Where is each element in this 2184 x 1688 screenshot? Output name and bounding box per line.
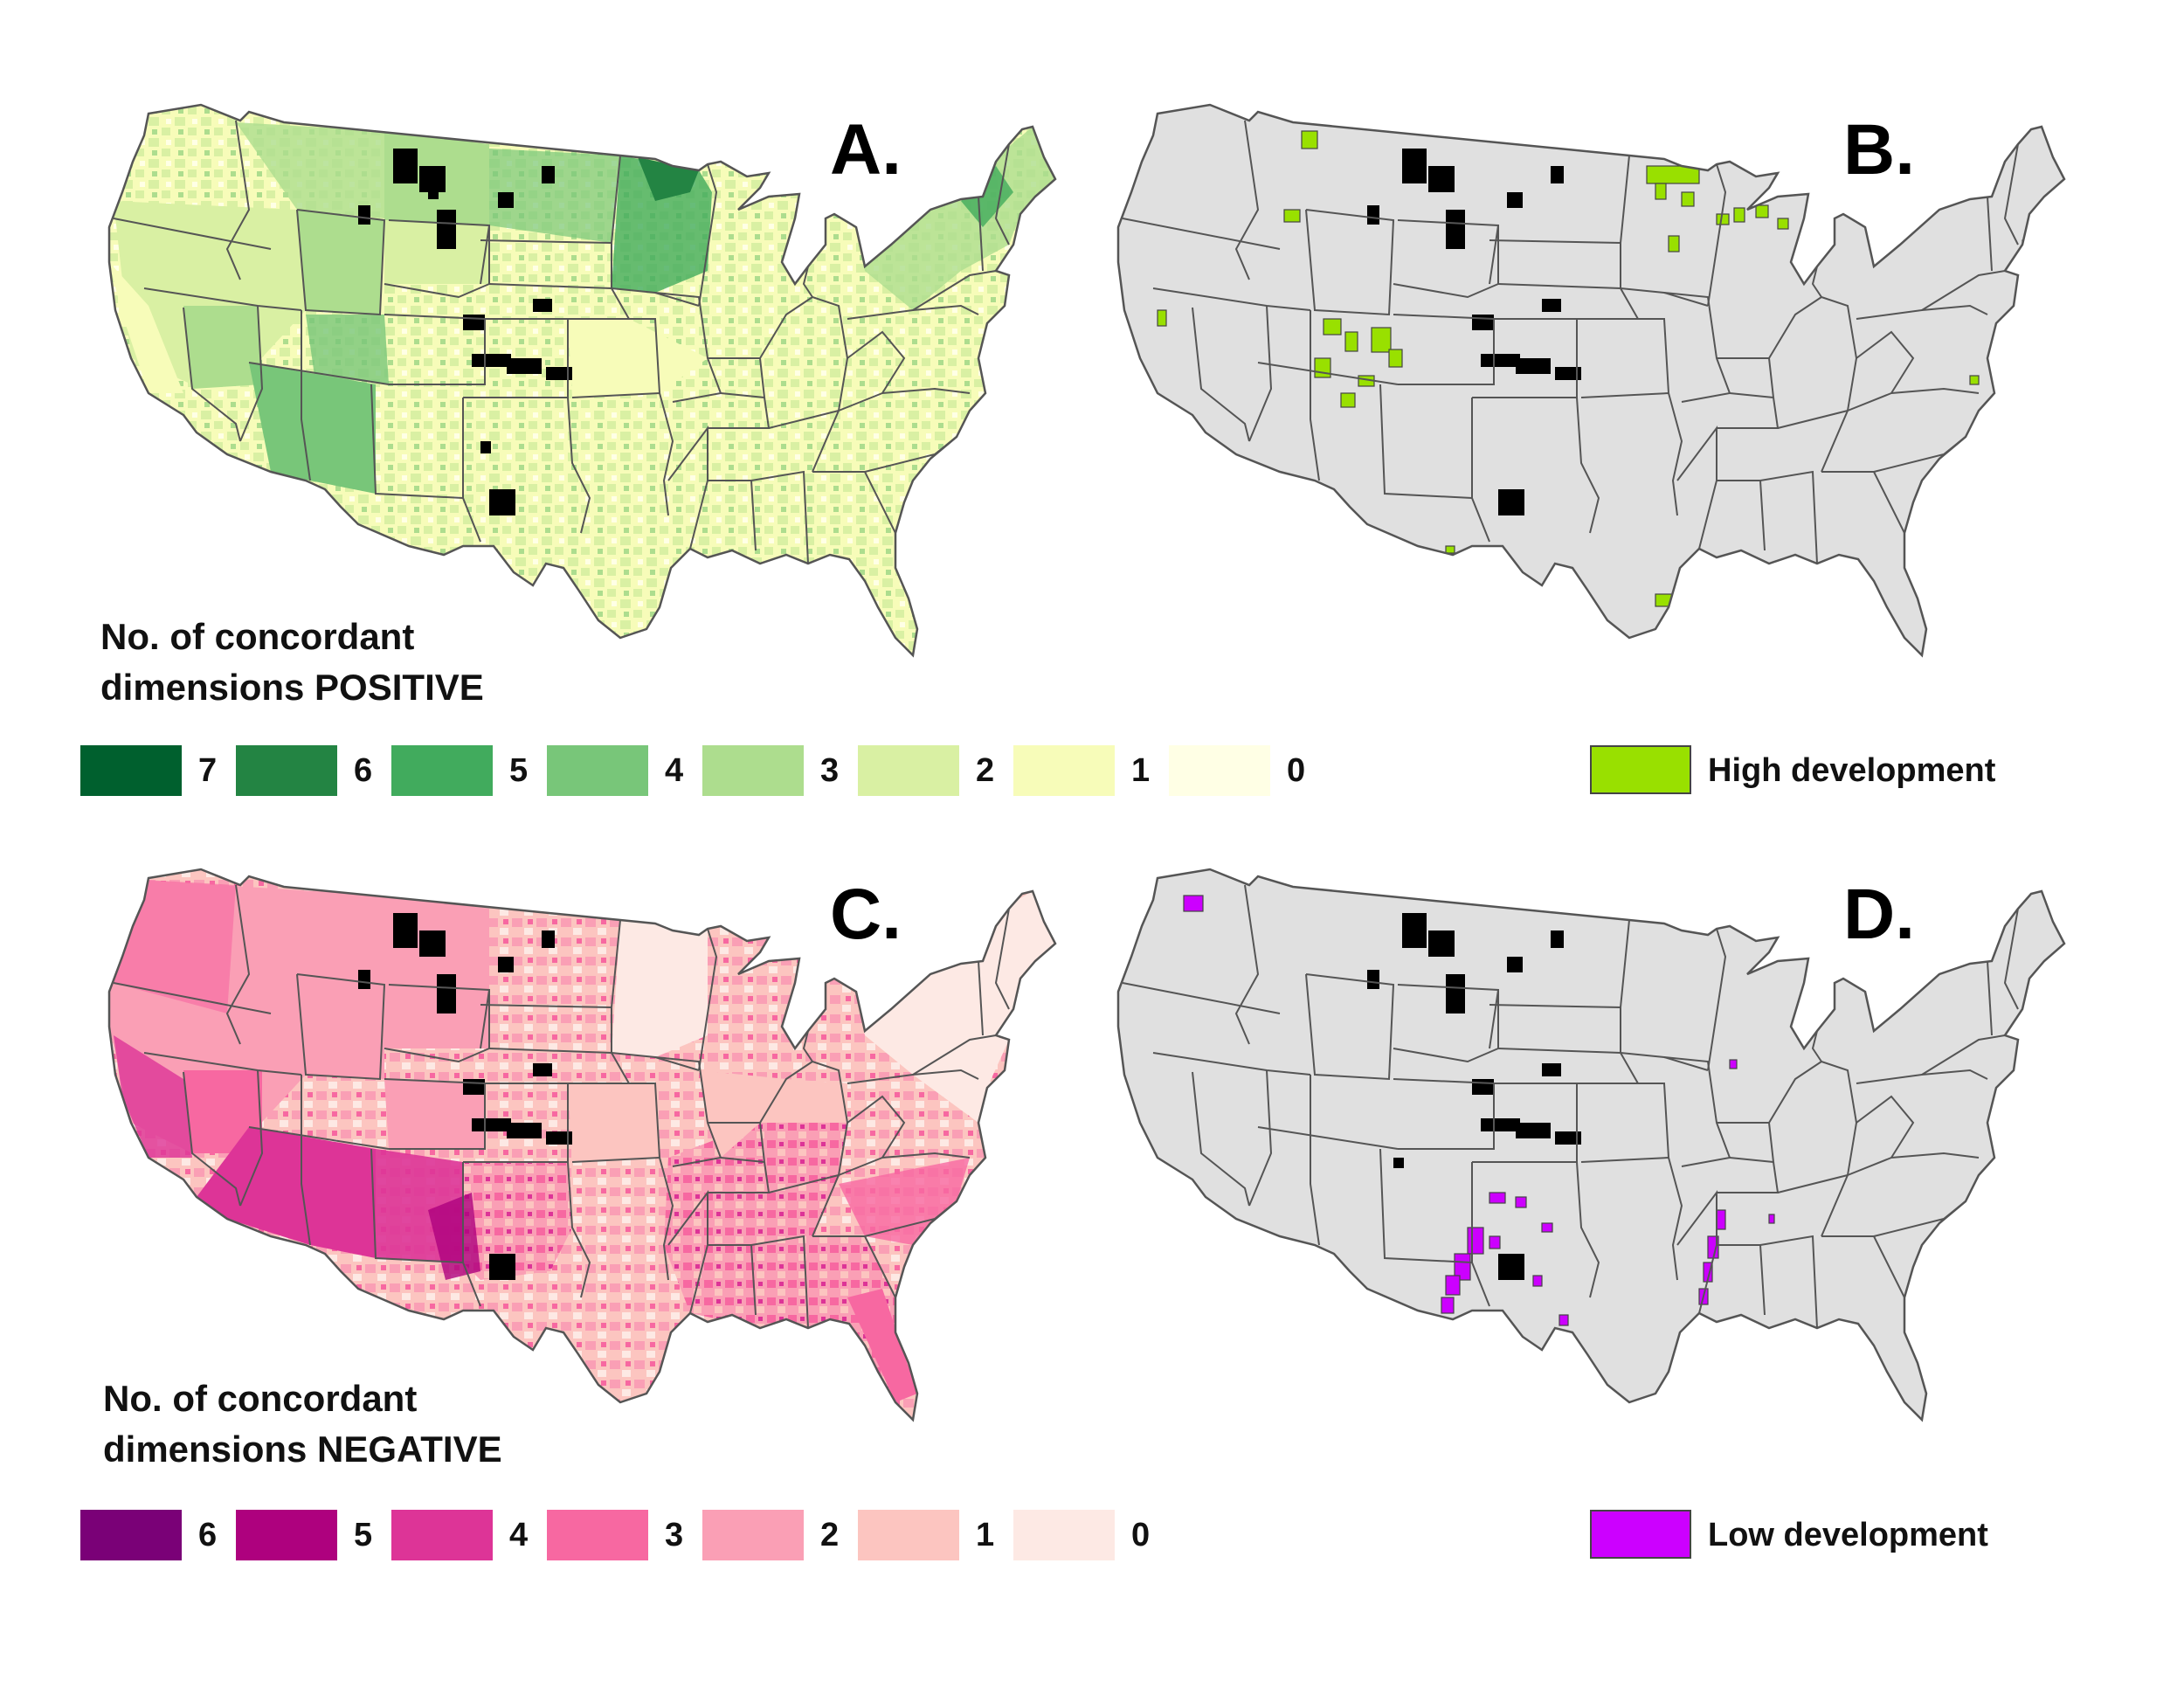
legend-swatch	[80, 745, 182, 796]
legend-swatch	[1169, 745, 1270, 796]
map-negative-concordance	[107, 868, 1057, 1422]
legend-swatch	[547, 745, 648, 796]
legend-swatch	[1013, 745, 1115, 796]
legend-label-high-development: High development	[1708, 752, 1996, 789]
legend-title-negative: No. of concordant dimensions NEGATIVE	[103, 1373, 502, 1475]
legend-value: 1	[1131, 752, 1151, 789]
legend-value: 0	[1131, 1517, 1151, 1553]
legend-value: 2	[976, 752, 995, 789]
legend-swatch	[236, 1510, 337, 1560]
legend-swatch	[1013, 1510, 1115, 1560]
panel-a: A.	[96, 96, 1066, 690]
legend-swatch	[702, 1510, 804, 1560]
legend-value: 1	[976, 1517, 995, 1553]
legend-value: 3	[665, 1517, 684, 1553]
panel-c: C.	[96, 861, 1066, 1455]
panel-label-c: C.	[830, 875, 902, 954]
panel-label-b: B.	[1843, 110, 1915, 190]
legend-value: 6	[198, 1517, 218, 1553]
panel-label-d: D.	[1843, 875, 1915, 954]
panel-label-a: A.	[830, 110, 902, 190]
legend-value: 4	[509, 1517, 529, 1553]
legend-value: 5	[354, 1517, 373, 1553]
legend-value: 7	[198, 752, 218, 789]
legend-value: 3	[820, 752, 840, 789]
legend-swatch	[391, 1510, 493, 1560]
legend-swatch	[858, 745, 959, 796]
legend-title-positive: No. of concordant dimensions POSITIVE	[100, 612, 484, 713]
legend-value: 0	[1287, 752, 1306, 789]
legend-title-line1: No. of concordant	[103, 1378, 418, 1419]
legend-swatch	[702, 745, 804, 796]
panel-d: D.	[1105, 861, 2075, 1455]
legend-label-low-development: Low development	[1708, 1517, 1988, 1553]
legend-value: 5	[509, 752, 529, 789]
legend-swatch	[391, 745, 493, 796]
legend-swatch	[80, 1510, 182, 1560]
legend-title-line1: No. of concordant	[100, 616, 415, 657]
legend-swatch	[547, 1510, 648, 1560]
legend-swatch	[236, 745, 337, 796]
legend-swatch-high-development	[1590, 745, 1691, 794]
panel-b: B.	[1105, 96, 2075, 690]
legend-title-line2: dimensions POSITIVE	[100, 667, 484, 708]
legend-swatch-low-development	[1590, 1510, 1691, 1559]
legend-title-line2: dimensions NEGATIVE	[103, 1429, 502, 1470]
legend-swatch	[858, 1510, 959, 1560]
legend-value: 6	[354, 752, 373, 789]
map-positive-concordance	[107, 103, 1057, 657]
map-high-development	[1116, 103, 2066, 657]
map-low-development	[1116, 868, 2066, 1422]
legend-value: 4	[665, 752, 684, 789]
legend-value: 2	[820, 1517, 840, 1553]
